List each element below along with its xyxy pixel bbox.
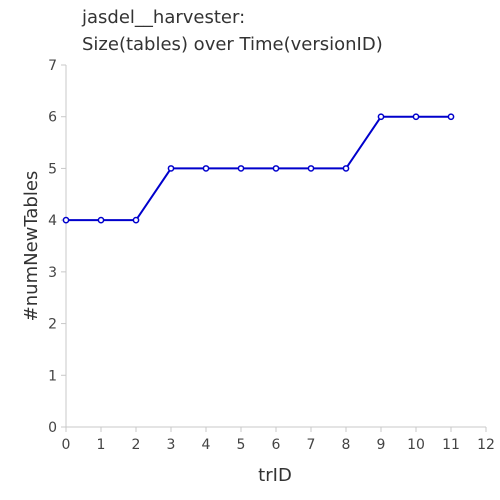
- y-axis-ticks: 0 1 2 3 4 5 6 7: [48, 58, 66, 436]
- data-point: [342, 165, 350, 172]
- x-tick-label: 5: [237, 437, 246, 453]
- data-point: [412, 113, 420, 121]
- y-tick-label: 2: [48, 317, 57, 333]
- data-point: [202, 165, 210, 172]
- series-line: [66, 115, 451, 222]
- x-tick-label: 11: [442, 437, 460, 453]
- y-tick-label: 3: [48, 265, 57, 281]
- x-tick-label: 6: [272, 437, 281, 453]
- chart-title-line-2: Size(tables) over Time(versionID): [82, 34, 383, 55]
- y-tick-label: 4: [48, 213, 57, 229]
- x-axis-label: trID: [258, 465, 292, 486]
- data-point: [272, 165, 280, 172]
- x-axis-ticks: 0 1 2 3 4 5 6 7 8 9 10 11 12: [62, 427, 495, 453]
- x-tick-label: 12: [477, 437, 495, 453]
- y-tick-label: 6: [48, 110, 57, 126]
- y-tick-label: 5: [48, 161, 57, 177]
- y-axis-label: #numNewTables: [21, 171, 42, 322]
- x-tick-label: 4: [202, 437, 211, 453]
- data-series: [62, 113, 455, 224]
- y-tick-label: 0: [48, 420, 57, 436]
- data-point: [97, 216, 105, 224]
- x-tick-label: 2: [132, 437, 141, 453]
- data-point: [167, 165, 175, 172]
- y-tick-label: 1: [48, 368, 57, 384]
- data-point: [307, 165, 315, 172]
- data-point: [447, 113, 455, 121]
- x-tick-label: 9: [377, 437, 386, 453]
- x-tick-label: 8: [342, 437, 351, 453]
- x-tick-label: 1: [97, 437, 106, 453]
- data-point: [237, 165, 245, 172]
- axes: [65, 65, 486, 428]
- x-tick-label: 7: [307, 437, 316, 453]
- x-tick-label: 0: [62, 437, 71, 453]
- data-point: [62, 216, 70, 224]
- y-tick-label: 7: [48, 58, 57, 74]
- x-tick-label: 10: [407, 437, 425, 453]
- x-tick-label: 3: [167, 437, 176, 453]
- data-point: [132, 216, 140, 224]
- chart-title-line-1: jasdel__harvester:: [81, 7, 245, 28]
- data-point: [377, 113, 385, 121]
